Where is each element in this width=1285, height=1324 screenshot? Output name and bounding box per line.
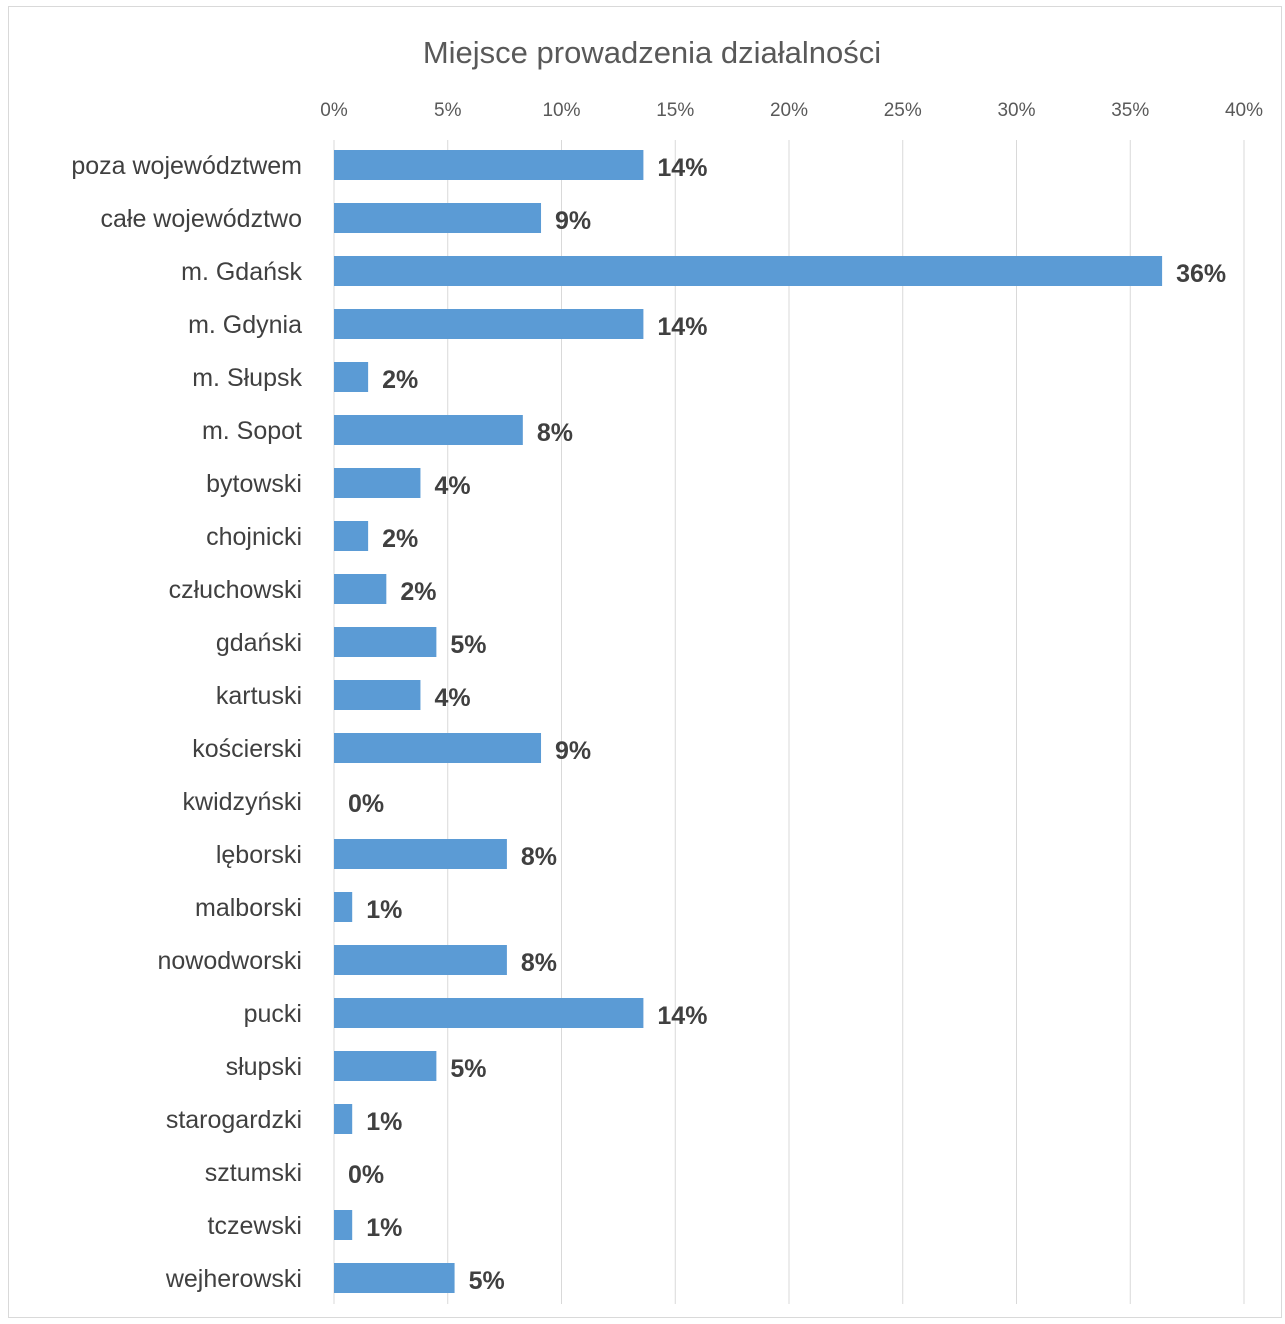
- bar: [334, 256, 1163, 286]
- x-axis-ticks: 0% 5% 10% 15% 20% 25% 30% 35% 40%: [320, 100, 1263, 121]
- data-label: 14%: [657, 313, 707, 341]
- bar: [334, 627, 437, 657]
- data-label: 5%: [450, 631, 486, 659]
- bar: [334, 362, 369, 392]
- data-label: 1%: [366, 1108, 402, 1136]
- bar: [334, 1051, 437, 1081]
- category-label: bytowski: [206, 470, 302, 498]
- data-label: 4%: [434, 472, 470, 500]
- x-tick-label: 30%: [997, 100, 1035, 121]
- bar: [334, 680, 421, 710]
- data-label: 5%: [450, 1055, 486, 1083]
- bar: [334, 892, 353, 922]
- category-labels: poza województwem całe województwo m. Gdań…: [71, 152, 302, 1293]
- bar: [334, 733, 542, 763]
- data-label: 0%: [348, 790, 384, 818]
- data-label: 9%: [555, 207, 591, 235]
- x-tick-label: 5%: [434, 100, 462, 121]
- category-label: gdański: [216, 629, 302, 657]
- category-label: m. Sopot: [202, 417, 302, 445]
- x-tick-label: 15%: [656, 100, 694, 121]
- category-label: lęborski: [216, 841, 302, 869]
- chart-area: [8, 6, 1282, 1318]
- data-label: 8%: [521, 843, 557, 871]
- category-label: słupski: [226, 1053, 302, 1081]
- category-label: kartuski: [216, 682, 302, 710]
- bar: [334, 1263, 455, 1293]
- data-label: 1%: [366, 1214, 402, 1242]
- chart-title: Miejsce prowadzenia działalności: [423, 35, 881, 70]
- bar: [334, 1210, 353, 1240]
- data-label: 2%: [382, 366, 418, 394]
- category-label: człuchowski: [169, 576, 302, 604]
- data-labels: 14% 9% 36% 14% 2% 8% 4% 2% 2% 5% 4% 9% 0% 8% 1% 8% 14% 5%…: [348, 154, 1226, 1295]
- data-label: 14%: [657, 1002, 707, 1030]
- data-label: 0%: [348, 1161, 384, 1189]
- category-label: całe województwo: [101, 205, 303, 233]
- bar: [334, 150, 644, 180]
- bar: [334, 945, 507, 975]
- data-label: 5%: [469, 1267, 505, 1295]
- category-label: tczewski: [208, 1212, 302, 1240]
- category-label: wejherowski: [165, 1265, 302, 1293]
- category-label: m. Gdańsk: [181, 258, 302, 286]
- bars: [334, 150, 1163, 1293]
- category-label: poza województwem: [71, 152, 302, 180]
- x-tick-label: 40%: [1225, 100, 1263, 121]
- category-label: m. Słupsk: [192, 364, 302, 392]
- data-label: 36%: [1176, 260, 1226, 288]
- bar: [334, 468, 421, 498]
- data-label: 2%: [382, 525, 418, 553]
- x-tick-label: 0%: [320, 100, 348, 121]
- x-tick-label: 35%: [1111, 100, 1149, 121]
- bar: [334, 839, 507, 869]
- data-label: 1%: [366, 896, 402, 924]
- data-label: 2%: [400, 578, 436, 606]
- x-tick-label: 10%: [542, 100, 580, 121]
- data-label: 9%: [555, 737, 591, 765]
- data-label: 8%: [537, 419, 573, 447]
- category-label: kwidzyński: [183, 788, 302, 816]
- data-label: 8%: [521, 949, 557, 977]
- bar: [334, 203, 542, 233]
- bar: [334, 1104, 353, 1134]
- bar: [334, 309, 644, 339]
- data-label: 14%: [657, 154, 707, 182]
- data-label: 4%: [434, 684, 470, 712]
- category-label: nowodworski: [157, 947, 302, 975]
- x-tick-label: 20%: [770, 100, 808, 121]
- category-label: malborski: [195, 894, 302, 922]
- category-label: chojnicki: [206, 523, 302, 551]
- category-label: sztumski: [205, 1159, 302, 1187]
- x-tick-label: 25%: [884, 100, 922, 121]
- bar: [334, 415, 523, 445]
- category-label: starogardzki: [166, 1106, 302, 1134]
- bar: [334, 521, 369, 551]
- category-label: pucki: [244, 1000, 302, 1028]
- bar: [334, 574, 387, 604]
- category-label: m. Gdynia: [188, 311, 302, 339]
- bar: [334, 998, 644, 1028]
- category-label: kościerski: [192, 735, 302, 763]
